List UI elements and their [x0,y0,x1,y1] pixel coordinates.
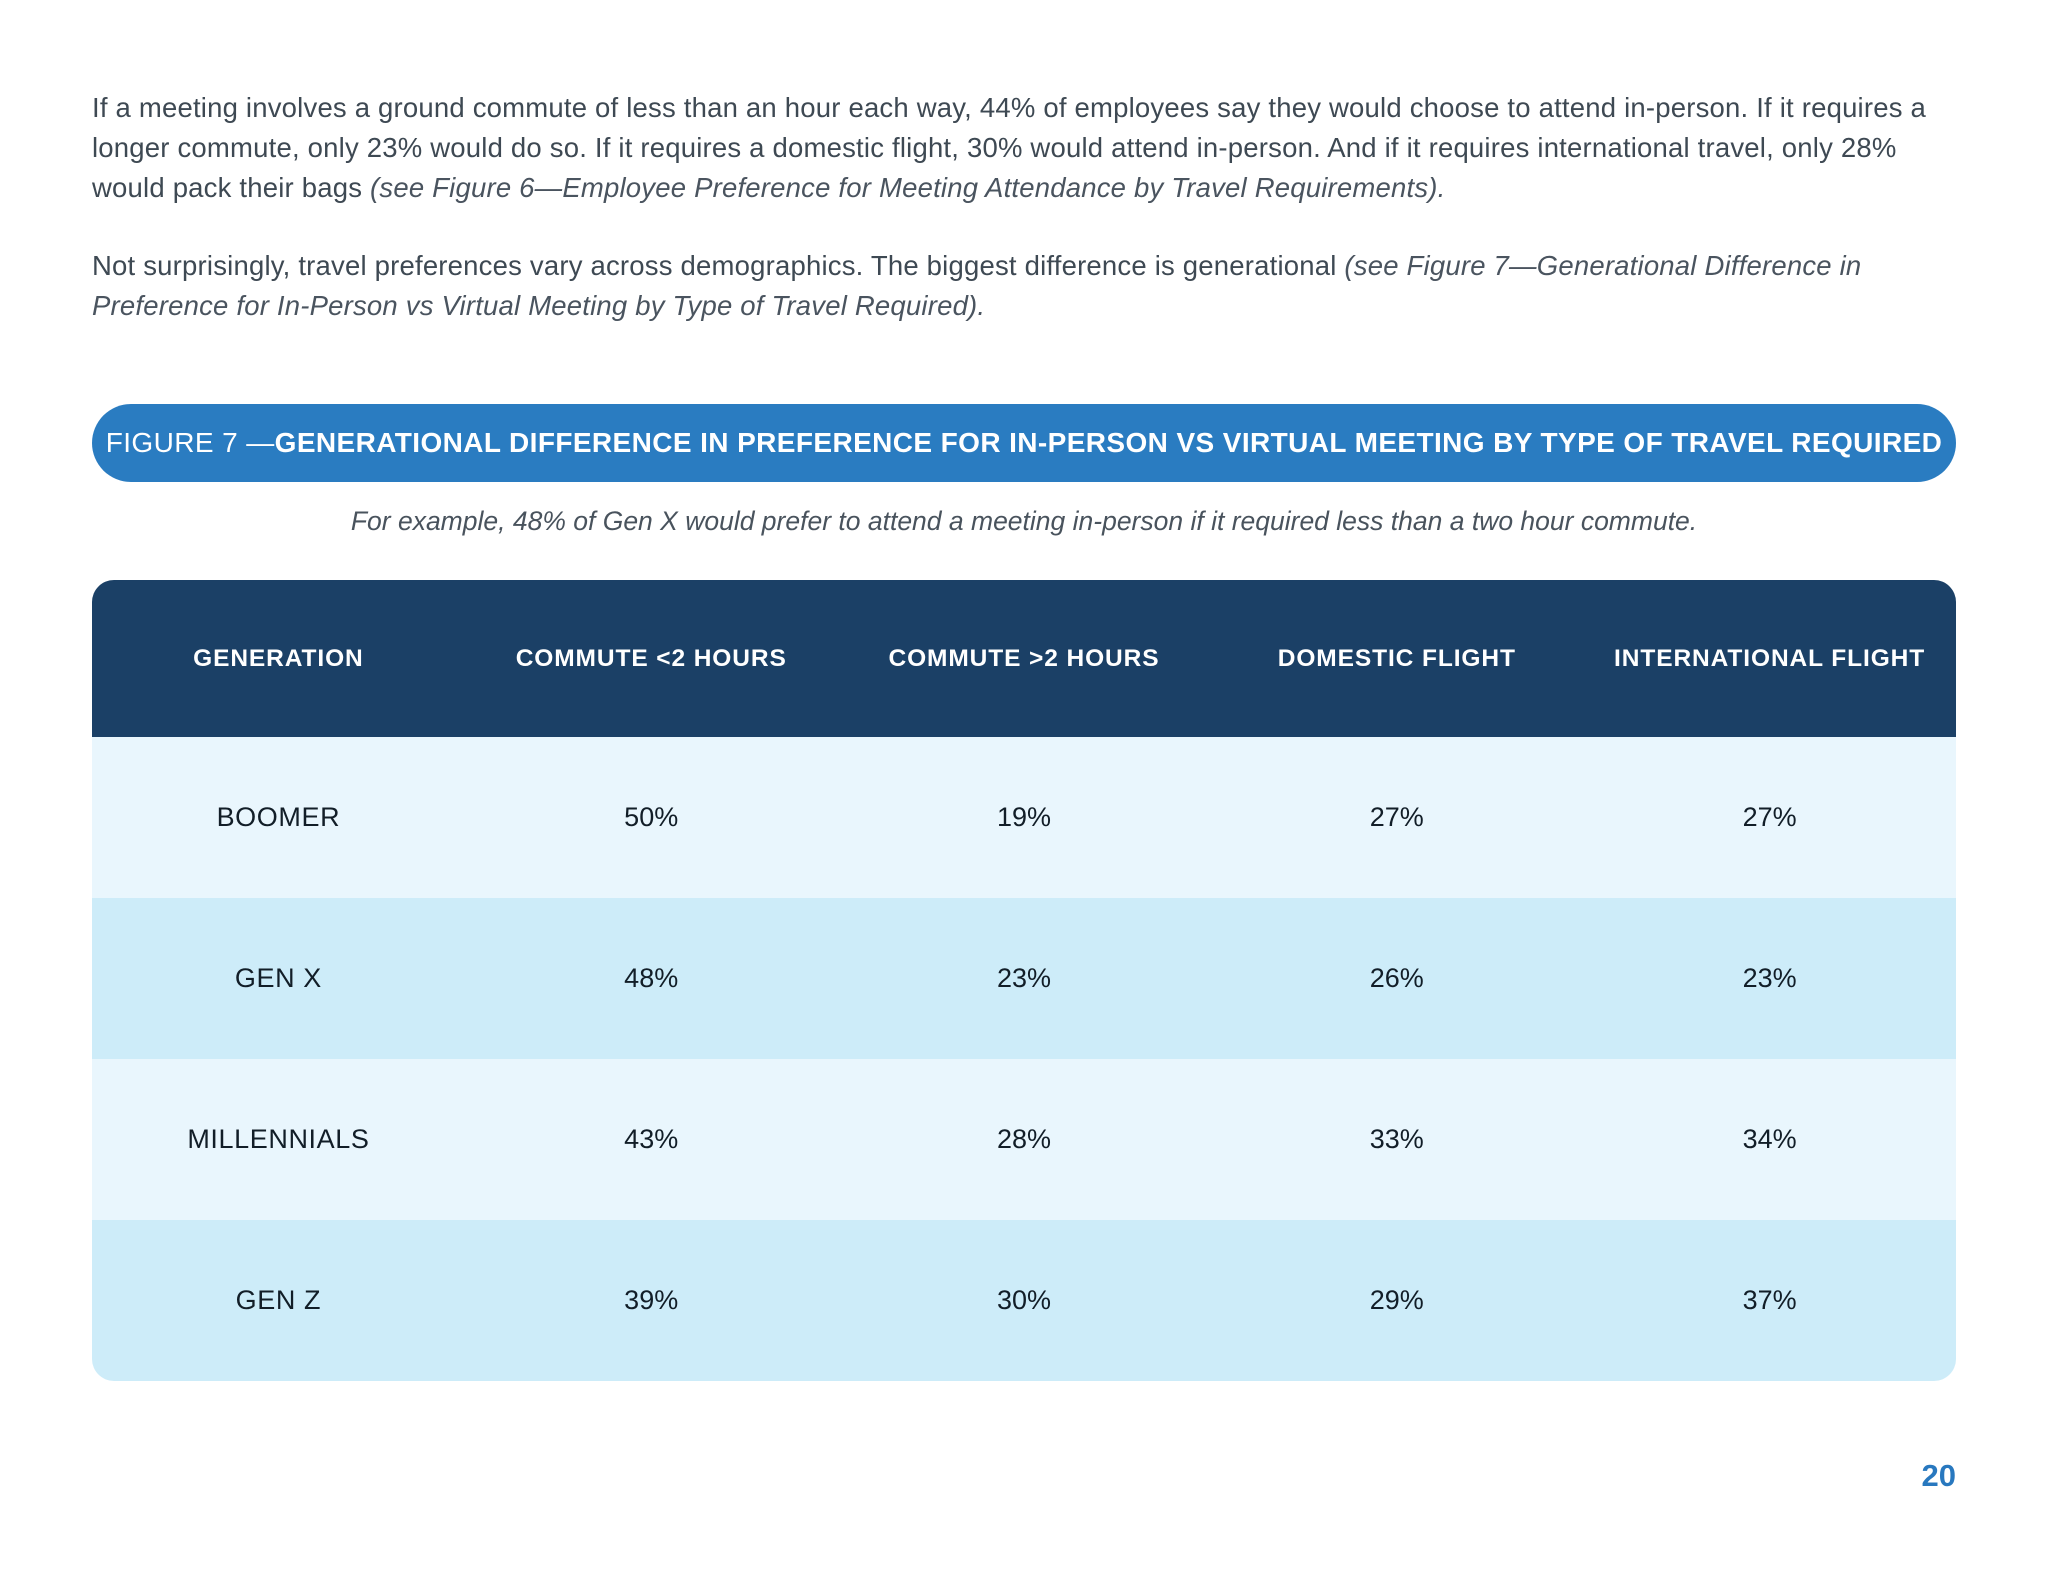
figure-7-citation: (see Figure 7—Generational Difference in… [92,250,1862,321]
figure-number-label: FIGURE 7 — [105,427,275,458]
table-row-gen-x: GEN X 48% 23% 26% 23% [92,898,1956,1059]
figure-title: GENERATIONAL DIFFERENCE IN PREFERENCE FO… [274,427,1943,458]
generation-label: BOOMER [216,802,341,832]
figure-caption: For example, 48% of Gen X would prefer t… [350,506,1698,536]
column-header-domestic-flight: DOMESTIC FLIGHT [1277,644,1516,672]
table-row-boomer: BOOMER 50% 19% 27% 27% [92,737,1956,898]
value-cell: 23% [996,963,1052,993]
column-header-commute-under-2-hours: COMMUTE <2 HOURS [515,644,787,672]
value-cell: 30% [996,1285,1052,1315]
value-cell: 29% [1369,1285,1424,1315]
value-cell: 34% [1742,1124,1797,1154]
value-cell: 37% [1742,1285,1797,1315]
value-cell: 48% [624,963,679,993]
page-number: 20 [1921,1458,1956,1493]
column-header-commute-over-2-hours: COMMUTE >2 HOURS [888,644,1160,672]
value-cell: 28% [996,1124,1052,1154]
value-cell: 43% [624,1124,679,1154]
value-cell: 23% [1742,963,1797,993]
figure-7-table: GENERATION COMMUTE <2 HOURS COMMUTE >2 H… [92,580,1956,1381]
generation-label: GEN X [234,963,322,993]
figure-7-banner: FIGURE 7 — GENERATIONAL DIFFERENCE IN PR… [92,404,1956,482]
column-header-international-flight: INTERNATIONAL FLIGHT [1614,644,1926,672]
value-cell: 19% [996,802,1052,832]
value-cell: 39% [624,1285,679,1315]
paragraph-text: If a meeting involves a ground commute o… [92,92,1927,203]
table-header-row: GENERATION COMMUTE <2 HOURS COMMUTE >2 H… [92,580,1956,737]
value-cell: 50% [624,802,679,832]
generation-label: GEN Z [235,1285,322,1315]
intro-paragraph-1: If a meeting involves a ground commute o… [92,88,1956,208]
paragraph-text: Not surprisingly, travel preferences var… [92,250,1345,281]
page-content: If a meeting involves a ground commute o… [92,88,1956,1381]
value-cell: 26% [1369,963,1424,993]
table-row-gen-z: GEN Z 39% 30% 29% 37% [92,1220,1956,1381]
intro-paragraph-2: Not surprisingly, travel preferences var… [92,246,1956,326]
value-cell: 27% [1742,802,1797,832]
figure-6-citation: (see Figure 6—Employee Preference for Me… [370,172,1446,203]
generation-label: MILLENNIALS [187,1124,370,1154]
column-header-generation: GENERATION [193,644,364,672]
value-cell: 33% [1369,1124,1424,1154]
value-cell: 27% [1369,802,1424,832]
table-row-millennials: MILLENNIALS 43% 28% 33% 34% [92,1059,1956,1220]
